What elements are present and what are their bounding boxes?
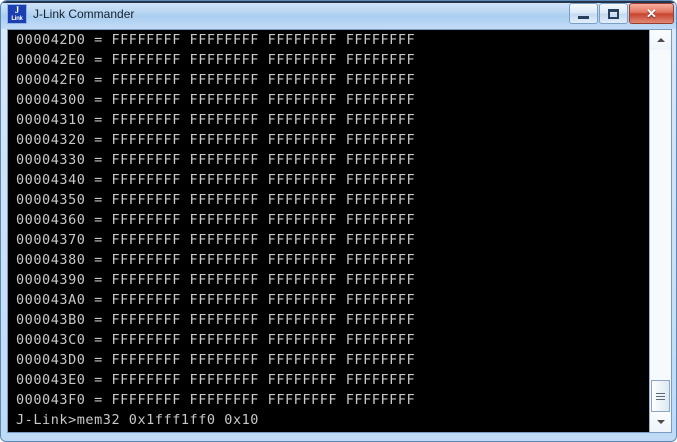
console-line: 00004350 = FFFFFFFF FFFFFFFF FFFFFFFF FF… — [16, 192, 416, 208]
console-line: 000042F0 = FFFFFFFF FFFFFFFF FFFFFFFF FF… — [16, 72, 416, 88]
console-line: 000042E0 = FFFFFFFF FFFFFFFF FFFFFFFF FF… — [16, 52, 416, 68]
minimize-icon — [578, 15, 589, 19]
console-line: 1FFF1FF0 = BB1AF7FF 00000000 00000000 00… — [8, 430, 649, 432]
scroll-down-button[interactable] — [650, 412, 671, 432]
app-icon-letter: J — [14, 5, 20, 15]
scroll-down-arrow-icon — [656, 420, 665, 424]
console-line: 000042D0 = FFFFFFFF FFFFFFFF FFFFFFFF FF… — [16, 32, 416, 48]
maximize-button[interactable] — [599, 3, 628, 24]
console-line: 000043C0 = FFFFFFFF FFFFFFFF FFFFFFFF FF… — [16, 332, 416, 348]
minimize-button[interactable] — [569, 3, 598, 24]
scroll-up-button[interactable] — [650, 30, 671, 50]
caption-button-group: ✕ — [568, 3, 674, 24]
scroll-up-arrow-icon — [656, 38, 665, 42]
console-line: 000043E0 = FFFFFFFF FFFFFFFF FFFFFFFF FF… — [16, 372, 416, 388]
console-line: 000043A0 = FFFFFFFF FFFFFFFF FFFFFFFF FF… — [16, 292, 416, 308]
vertical-scrollbar[interactable] — [649, 30, 671, 432]
console-line: 000043F0 = FFFFFFFF FFFFFFFF FFFFFFFF FF… — [16, 392, 416, 408]
console-output[interactable]: 000042D0 = FFFFFFFF FFFFFFFF FFFFFFFF FF… — [8, 30, 649, 432]
console-line: 00004330 = FFFFFFFF FFFFFFFF FFFFFFFF FF… — [16, 152, 416, 168]
close-button[interactable]: ✕ — [629, 3, 674, 24]
close-icon: ✕ — [646, 6, 657, 21]
console-line: 00004340 = FFFFFFFF FFFFFFFF FFFFFFFF FF… — [16, 172, 416, 188]
console-line: 00004320 = FFFFFFFF FFFFFFFF FFFFFFFF FF… — [16, 132, 416, 148]
window-title: J-Link Commander — [33, 7, 135, 21]
console-line: 00004390 = FFFFFFFF FFFFFFFF FFFFFFFF FF… — [16, 272, 416, 288]
scrollbar-grip-icon — [656, 392, 665, 400]
title-bar[interactable]: J Link J-Link Commander ✕ — [1, 1, 676, 29]
console-line: 00004310 = FFFFFFFF FFFFFFFF FFFFFFFF FF… — [16, 112, 416, 128]
console-line: 00004360 = FFFFFFFF FFFFFFFF FFFFFFFF FF… — [16, 212, 416, 228]
console-line: 00004370 = FFFFFFFF FFFFFFFF FFFFFFFF FF… — [16, 232, 416, 248]
console-line: 000043B0 = FFFFFFFF FFFFFFFF FFFFFFFF FF… — [16, 312, 416, 328]
jlink-app-icon: J Link — [7, 4, 27, 24]
scrollbar-track[interactable] — [650, 50, 671, 412]
console-line: 00004380 = FFFFFFFF FFFFFFFF FFFFFFFF FF… — [16, 252, 416, 268]
scrollbar-thumb[interactable] — [651, 380, 670, 412]
app-icon-word: Link — [11, 16, 23, 22]
console-line: 00004300 = FFFFFFFF FFFFFFFF FFFFFFFF FF… — [16, 92, 416, 108]
console-line: J-Link>mem32 0x1fff1ff0 0x10 — [16, 412, 259, 428]
maximize-icon — [608, 8, 619, 19]
console-line: 000043D0 = FFFFFFFF FFFFFFFF FFFFFFFF FF… — [16, 352, 416, 368]
client-area: 000042D0 = FFFFFFFF FFFFFFFF FFFFFFFF FF… — [7, 29, 672, 433]
